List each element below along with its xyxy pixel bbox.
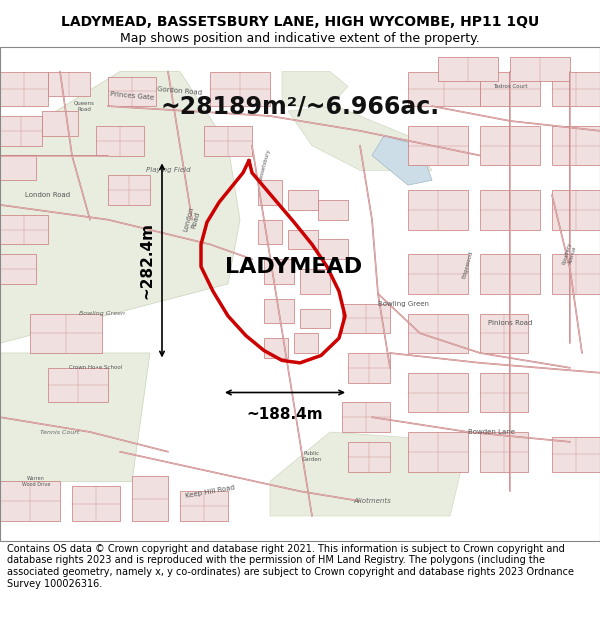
Bar bbox=[480, 254, 540, 294]
Bar bbox=[552, 71, 600, 106]
Bar bbox=[132, 476, 168, 521]
Text: Bassetsbury: Bassetsbury bbox=[257, 148, 271, 182]
Bar bbox=[408, 71, 480, 106]
Bar bbox=[408, 254, 468, 294]
Polygon shape bbox=[282, 71, 348, 106]
Bar bbox=[348, 353, 390, 382]
Bar bbox=[30, 314, 102, 353]
Text: Allotments: Allotments bbox=[353, 498, 391, 504]
Text: Queens
Road: Queens Road bbox=[74, 101, 94, 111]
Text: LADYMEAD, BASSETSBURY LANE, HIGH WYCOMBE, HP11 1QU: LADYMEAD, BASSETSBURY LANE, HIGH WYCOMBE… bbox=[61, 15, 539, 29]
Bar bbox=[480, 190, 540, 229]
Text: Edgewood: Edgewood bbox=[462, 250, 474, 279]
Text: Princes Gate: Princes Gate bbox=[110, 91, 154, 101]
Bar bbox=[438, 57, 498, 81]
Bar bbox=[0, 116, 42, 146]
Text: Gordon Road: Gordon Road bbox=[157, 86, 203, 96]
Bar bbox=[480, 372, 528, 413]
Text: Crown Ho•e School: Crown Ho•e School bbox=[70, 365, 122, 370]
Text: Contains OS data © Crown copyright and database right 2021. This information is : Contains OS data © Crown copyright and d… bbox=[7, 544, 574, 589]
Bar bbox=[204, 126, 252, 156]
Bar bbox=[108, 175, 150, 205]
Bar bbox=[480, 314, 528, 353]
Text: London Road: London Road bbox=[25, 192, 71, 198]
Bar bbox=[300, 269, 330, 294]
Bar bbox=[408, 314, 468, 353]
Bar bbox=[0, 481, 60, 521]
Text: Pinions Road: Pinions Road bbox=[488, 321, 532, 326]
Bar bbox=[258, 219, 282, 244]
Bar bbox=[300, 309, 330, 328]
Bar bbox=[294, 333, 318, 353]
Text: Bowling Green: Bowling Green bbox=[79, 311, 125, 316]
Text: ~188.4m: ~188.4m bbox=[247, 408, 323, 422]
Bar bbox=[552, 126, 600, 166]
Bar bbox=[342, 304, 390, 333]
Bar bbox=[408, 190, 468, 229]
Bar bbox=[288, 229, 318, 249]
Text: Map shows position and indicative extent of the property.: Map shows position and indicative extent… bbox=[120, 32, 480, 45]
Bar bbox=[0, 254, 36, 284]
Bar bbox=[552, 190, 600, 229]
Polygon shape bbox=[0, 353, 150, 481]
Bar bbox=[480, 126, 540, 166]
Bar bbox=[288, 190, 318, 210]
Bar bbox=[318, 239, 348, 259]
Polygon shape bbox=[0, 71, 240, 343]
Text: Playing Field: Playing Field bbox=[146, 168, 190, 173]
Bar bbox=[0, 215, 48, 244]
Text: ~28189m²/~6.966ac.: ~28189m²/~6.966ac. bbox=[160, 94, 440, 118]
Text: Public
Garden: Public Garden bbox=[302, 451, 322, 462]
Bar bbox=[348, 442, 390, 471]
Text: Bowling Green: Bowling Green bbox=[378, 301, 429, 307]
Text: Tennis Court: Tennis Court bbox=[40, 429, 80, 434]
Bar bbox=[408, 372, 468, 413]
Bar bbox=[510, 57, 570, 81]
Bar bbox=[72, 486, 120, 521]
Bar bbox=[480, 432, 528, 471]
Text: London
Road: London Road bbox=[182, 206, 202, 234]
Bar bbox=[180, 491, 228, 521]
Polygon shape bbox=[372, 136, 432, 185]
Bar bbox=[0, 156, 36, 180]
Bar bbox=[552, 254, 600, 294]
Text: LADYMEAD: LADYMEAD bbox=[226, 257, 362, 277]
Text: Rosebery
Avenue: Rosebery Avenue bbox=[562, 242, 578, 267]
Bar bbox=[264, 338, 288, 358]
Bar bbox=[480, 71, 540, 106]
Bar bbox=[342, 402, 390, 432]
Text: ~282.4m: ~282.4m bbox=[139, 222, 155, 299]
Bar bbox=[408, 126, 468, 166]
Bar bbox=[408, 432, 468, 471]
Text: Keep Hill Road: Keep Hill Road bbox=[185, 484, 235, 499]
Text: Warren
Wood Drive: Warren Wood Drive bbox=[22, 476, 50, 487]
Bar bbox=[552, 437, 600, 471]
Bar bbox=[96, 126, 144, 156]
Bar bbox=[42, 111, 78, 136]
Bar bbox=[264, 259, 294, 284]
Bar bbox=[264, 299, 294, 323]
Bar bbox=[318, 200, 348, 219]
Bar bbox=[258, 180, 282, 205]
Bar bbox=[48, 71, 90, 96]
Bar bbox=[210, 71, 270, 106]
Bar bbox=[108, 76, 156, 106]
Text: Tadros Court: Tadros Court bbox=[493, 84, 527, 89]
Text: Bowden Lane: Bowden Lane bbox=[469, 429, 515, 435]
Polygon shape bbox=[270, 432, 468, 516]
Polygon shape bbox=[288, 106, 432, 170]
Bar bbox=[0, 71, 48, 106]
Bar bbox=[48, 368, 108, 402]
